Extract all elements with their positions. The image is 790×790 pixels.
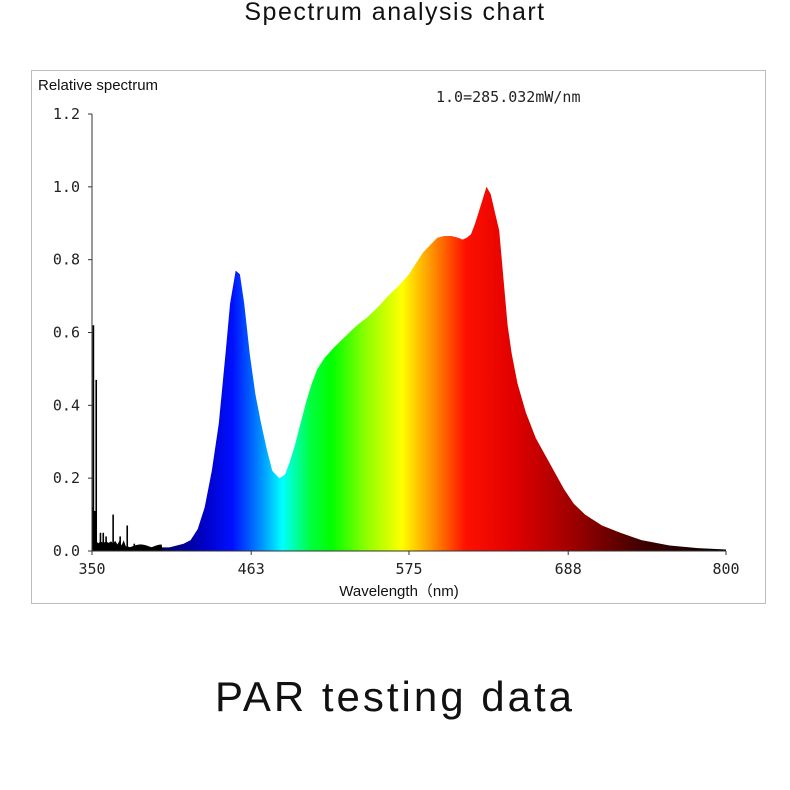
y-tick-label: 0.0 [53, 542, 80, 560]
x-tick-label: 688 [555, 560, 582, 578]
x-tick-label: 800 [712, 560, 739, 578]
chart-annotation: 1.0=285.032mW/nm [436, 88, 581, 106]
y-tick-label: 0.8 [53, 251, 80, 269]
y-tick-label: 0.4 [53, 396, 80, 414]
y-tick-label: 1.0 [53, 178, 80, 196]
x-tick-label: 350 [78, 560, 105, 578]
y-tick-label: 1.2 [53, 105, 80, 123]
y-tick-label: 0.2 [53, 469, 80, 487]
footer-caption: PAR testing data [214, 673, 576, 720]
noise-baseline [92, 540, 163, 551]
y-axis-label: Relative spectrum [38, 77, 159, 94]
x-tick-label: 575 [395, 560, 422, 578]
chart-frame [31, 70, 766, 604]
page-title: Spectrum analysis chart [244, 0, 546, 26]
spectrum-area [155, 186, 726, 552]
y-tick-label: 0.6 [53, 324, 80, 342]
x-tick-label: 463 [238, 560, 265, 578]
x-axis-label: Wavelength（nm) [339, 583, 459, 600]
